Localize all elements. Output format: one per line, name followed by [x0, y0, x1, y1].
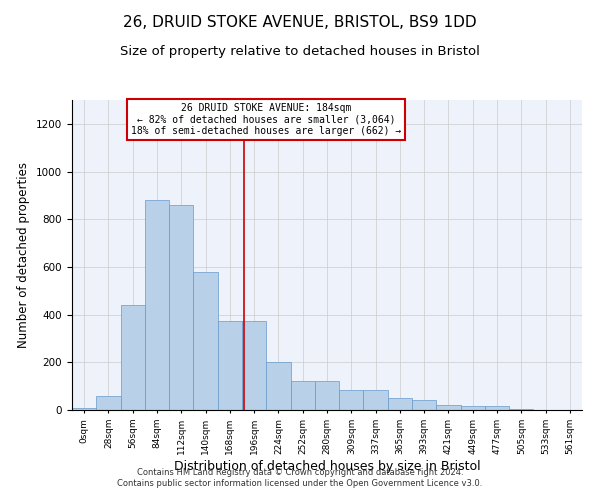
Bar [96, 396, 121, 410]
Bar [315, 382, 339, 410]
Bar [461, 406, 485, 410]
Bar [339, 390, 364, 410]
Bar [290, 382, 315, 410]
Text: Contains HM Land Registry data © Crown copyright and database right 2024.
Contai: Contains HM Land Registry data © Crown c… [118, 468, 482, 487]
Bar [412, 400, 436, 410]
Bar [388, 398, 412, 410]
Bar [509, 409, 533, 410]
Bar [193, 272, 218, 410]
X-axis label: Distribution of detached houses by size in Bristol: Distribution of detached houses by size … [173, 460, 481, 472]
Y-axis label: Number of detached properties: Number of detached properties [17, 162, 31, 348]
Bar [169, 205, 193, 410]
Bar [121, 305, 145, 410]
Bar [145, 200, 169, 410]
Text: 26, DRUID STOKE AVENUE, BRISTOL, BS9 1DD: 26, DRUID STOKE AVENUE, BRISTOL, BS9 1DD [123, 15, 477, 30]
Bar [364, 390, 388, 410]
Text: Size of property relative to detached houses in Bristol: Size of property relative to detached ho… [120, 45, 480, 58]
Bar [242, 320, 266, 410]
Bar [218, 320, 242, 410]
Bar [72, 408, 96, 410]
Text: 26 DRUID STOKE AVENUE: 184sqm
← 82% of detached houses are smaller (3,064)
18% o: 26 DRUID STOKE AVENUE: 184sqm ← 82% of d… [131, 103, 401, 136]
Bar [436, 405, 461, 410]
Bar [485, 406, 509, 410]
Bar [266, 362, 290, 410]
